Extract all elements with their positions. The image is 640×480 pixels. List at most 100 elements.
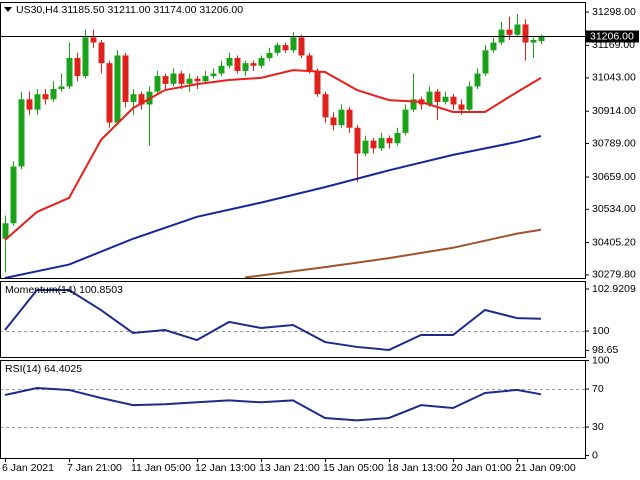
- candle-body: [258, 58, 265, 66]
- candle-body: [66, 58, 73, 87]
- candle-body: [402, 109, 409, 133]
- y-tick-label: 0: [592, 449, 598, 461]
- x-tick-label: 18 Jan 13:00: [387, 462, 448, 474]
- y-tick-label: 31298.00: [592, 6, 636, 18]
- y-tick-label: 30659.00: [592, 171, 636, 183]
- candle-body: [138, 94, 145, 105]
- candle-body: [338, 109, 345, 126]
- candle-body: [218, 65, 225, 74]
- y-tick-label: 30279.80: [592, 269, 636, 281]
- candle-body: [306, 55, 313, 71]
- candle-body: [370, 140, 377, 149]
- candle-body: [266, 52, 273, 59]
- line-series: [4, 69, 542, 241]
- candle-body: [154, 76, 161, 92]
- menu-icon: [4, 7, 12, 12]
- y-tick-label: 98.65: [592, 344, 618, 356]
- candle-body: [386, 138, 393, 144]
- candle-body: [106, 63, 113, 123]
- y-tick-label: 30789.00: [592, 137, 636, 149]
- candle-body: [202, 76, 209, 82]
- indicator-title: RSI(14) 64.4025: [5, 363, 82, 375]
- candle-body: [42, 94, 49, 100]
- candle-body: [242, 63, 249, 71]
- y-tick-label: 70: [592, 383, 604, 395]
- panel: [2, 14, 545, 278]
- candle-body: [506, 29, 513, 35]
- candle-body: [50, 89, 57, 100]
- candle-body: [234, 58, 241, 71]
- candle-body: [522, 24, 529, 43]
- candle-body: [426, 91, 433, 105]
- candle-body: [90, 37, 97, 43]
- y-tick-label: 100: [592, 354, 610, 366]
- candle-body: [434, 91, 441, 102]
- line-series: [244, 228, 542, 278]
- candle-body: [458, 104, 465, 110]
- candle-body: [82, 37, 89, 77]
- candle-body: [514, 24, 521, 35]
- x-tick-label: 7 Jan 21:00: [67, 462, 122, 474]
- x-tick-label: 12 Jan 13:00: [195, 462, 256, 474]
- candle-body: [186, 78, 193, 84]
- y-tick-label: 100: [592, 325, 610, 337]
- candle-body: [98, 42, 105, 64]
- last-price-box: [586, 30, 639, 43]
- candle-body: [298, 37, 305, 56]
- line-series: [4, 387, 542, 422]
- indicator-title: Momentum(14) 100.8503: [5, 284, 123, 296]
- candle-body: [490, 42, 497, 51]
- x-tick-label: 13 Jan 21:00: [259, 462, 320, 474]
- candle-body: [34, 94, 41, 110]
- x-tick-label: 6 Jan 2021: [2, 462, 54, 474]
- candle-body: [122, 55, 129, 102]
- candle-body: [346, 109, 353, 128]
- candle-body: [378, 138, 385, 149]
- panel: [0, 289, 585, 351]
- x-tick-label: 20 Jan 01:00: [451, 462, 512, 474]
- panel-frame: [0, 2, 586, 279]
- candle-body: [538, 35, 545, 42]
- candle-body: [162, 76, 169, 84]
- candle-body: [442, 96, 449, 102]
- candle-body: [394, 132, 401, 144]
- candle-body: [250, 63, 257, 66]
- candle-body: [210, 73, 217, 77]
- candle-body: [354, 127, 361, 154]
- candle-body: [362, 140, 369, 154]
- candle-body: [466, 86, 473, 110]
- candle-body: [330, 117, 337, 126]
- x-tick-label: 11 Jan 05:00: [131, 462, 191, 474]
- y-tick-label: 31043.00: [592, 72, 636, 84]
- candle-body: [10, 166, 17, 224]
- candle-body: [18, 99, 25, 167]
- line-series: [4, 289, 542, 351]
- candle-body: [410, 99, 417, 110]
- panel: [0, 387, 585, 428]
- candle-body: [170, 73, 177, 84]
- y-tick-label: 30914.00: [592, 105, 636, 117]
- y-tick-label: 102.9209: [592, 283, 636, 295]
- panel-frame: [0, 360, 586, 459]
- candle-body: [194, 78, 201, 82]
- candle-body: [290, 37, 297, 51]
- panel-frame: [0, 281, 586, 358]
- chart-title: US30,H4 31185.50 31211.00 31174.00 31206…: [16, 4, 243, 16]
- candle-body: [314, 70, 321, 95]
- y-tick-label: 30534.00: [592, 203, 636, 215]
- candle-body: [226, 58, 233, 66]
- line-series: [4, 135, 542, 278]
- candle-body: [282, 45, 289, 51]
- y-tick-label: 30405.20: [592, 236, 636, 248]
- candle-body: [58, 86, 65, 90]
- last-price-label: 31206.00: [590, 30, 634, 42]
- candle-body: [2, 223, 9, 239]
- candle-body: [178, 73, 185, 84]
- candle-body: [482, 50, 489, 74]
- candle-body: [274, 45, 281, 53]
- candle-body: [26, 99, 33, 110]
- candle-body: [130, 94, 137, 102]
- x-tick-label: 15 Jan 05:00: [323, 462, 384, 474]
